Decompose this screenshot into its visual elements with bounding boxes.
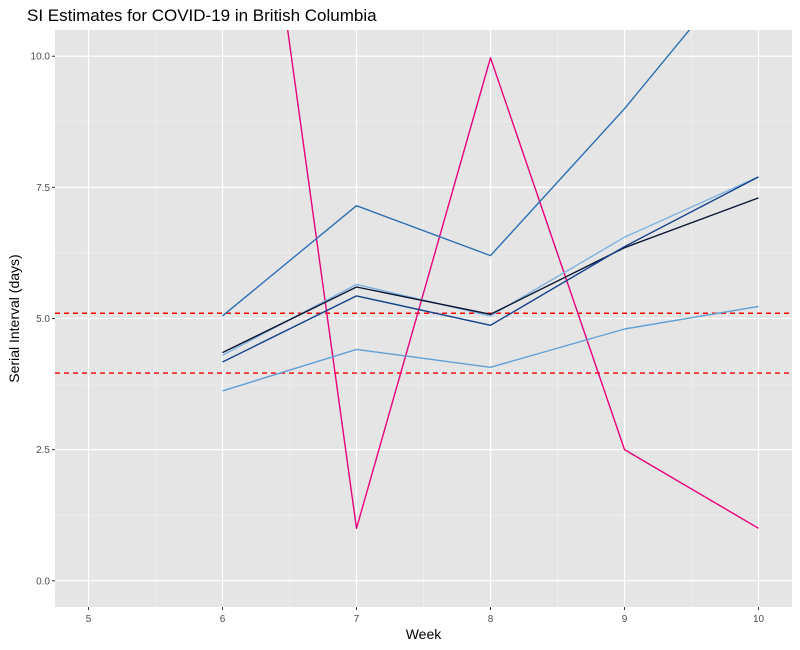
series-line-6 <box>222 305 759 392</box>
series-line-2 <box>222 30 691 317</box>
chart-title: SI Estimates for COVID-19 in British Col… <box>27 6 377 25</box>
series-line-1 <box>286 30 759 529</box>
x-tick-label: 10 <box>753 614 765 625</box>
x-tick-label: 9 <box>622 614 628 625</box>
y-axis-title: Serial Interval (days) <box>6 254 22 382</box>
y-tick-label: 10.0 <box>31 52 51 63</box>
x-tick-label: 6 <box>220 614 226 625</box>
y-axis-ticks: 0.0 2.5 5.0 7.5 10.0 <box>31 52 55 587</box>
y-tick-label: 2.5 <box>36 445 50 456</box>
x-tick-label: 7 <box>354 614 360 625</box>
series-line-4 <box>222 197 759 354</box>
x-tick-label: 8 <box>488 614 494 625</box>
y-tick-label: 5.0 <box>36 314 50 325</box>
y-tick-label: 7.5 <box>36 183 50 194</box>
x-tick-label: 5 <box>86 614 92 625</box>
series-line-3 <box>222 176 759 356</box>
reference-lines <box>55 312 792 374</box>
x-axis-ticks: 5 6 7 8 9 10 <box>86 607 765 625</box>
x-axis-title: Week <box>406 626 443 642</box>
grid <box>55 30 792 607</box>
series-line-5 <box>222 176 759 363</box>
series-lines <box>222 30 759 529</box>
y-tick-label: 0.0 <box>36 576 50 587</box>
